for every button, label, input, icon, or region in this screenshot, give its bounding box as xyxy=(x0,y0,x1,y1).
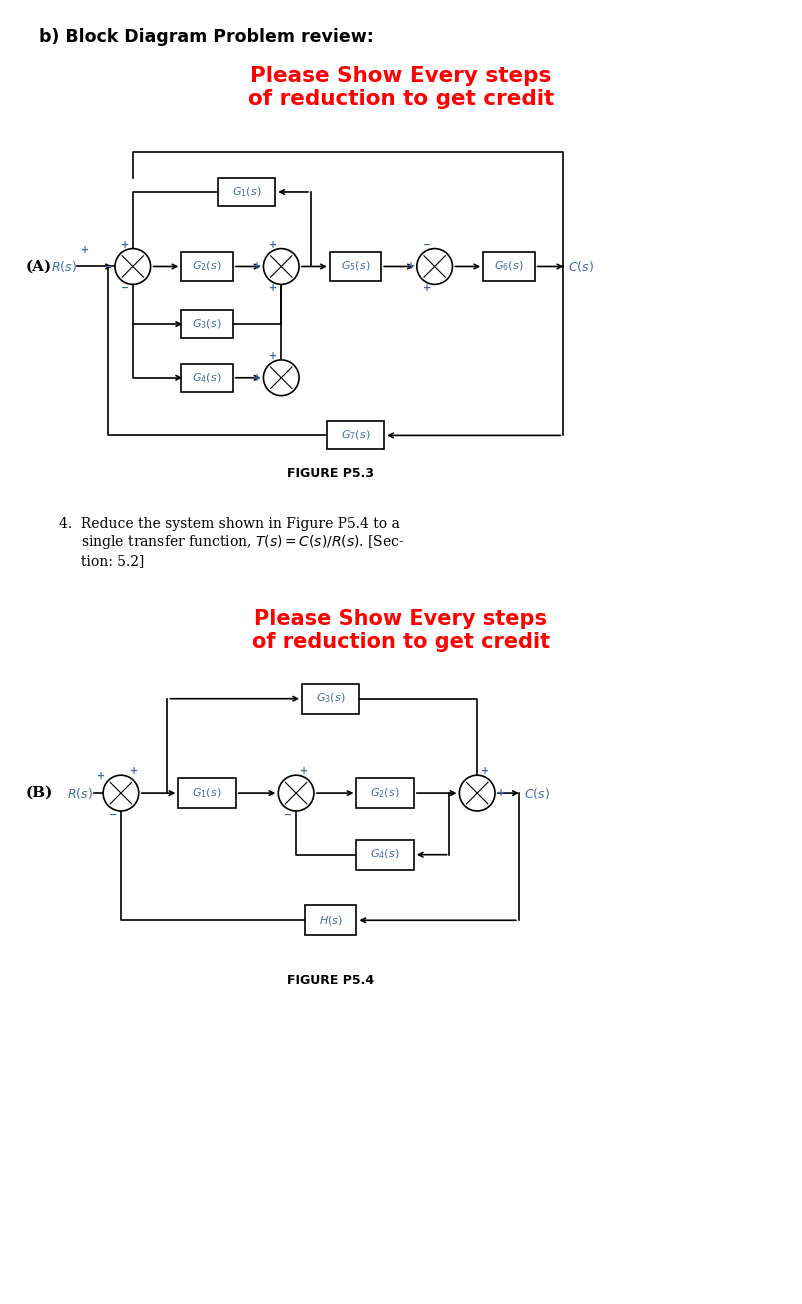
Text: +: + xyxy=(481,767,489,776)
Text: FIGURE P5.3: FIGURE P5.3 xyxy=(287,467,375,480)
FancyBboxPatch shape xyxy=(356,840,414,870)
Text: −: − xyxy=(109,810,117,820)
Text: $G_4(s)$: $G_4(s)$ xyxy=(371,848,400,862)
Text: $G_1(s)$: $G_1(s)$ xyxy=(192,786,222,799)
Text: $G_4(s)$: $G_4(s)$ xyxy=(192,370,222,385)
Text: $G_3(s)$: $G_3(s)$ xyxy=(192,317,222,331)
Text: +: + xyxy=(253,262,261,271)
Text: +: + xyxy=(300,767,308,776)
Circle shape xyxy=(103,775,139,811)
Text: Please Show Every steps
of reduction to get credit: Please Show Every steps of reduction to … xyxy=(248,65,554,110)
Text: $G_3(s)$: $G_3(s)$ xyxy=(316,692,346,705)
Text: +: + xyxy=(81,245,89,254)
FancyBboxPatch shape xyxy=(181,310,233,338)
Text: $H(s)$: $H(s)$ xyxy=(318,914,342,927)
Text: $G_6(s)$: $G_6(s)$ xyxy=(494,259,524,274)
Text: $G_7(s)$: $G_7(s)$ xyxy=(341,429,371,442)
FancyBboxPatch shape xyxy=(302,683,359,713)
FancyBboxPatch shape xyxy=(178,778,236,808)
Text: $G_1(s)$: $G_1(s)$ xyxy=(232,185,261,198)
Circle shape xyxy=(263,360,299,395)
Text: +: + xyxy=(269,283,277,293)
FancyBboxPatch shape xyxy=(181,364,233,391)
FancyBboxPatch shape xyxy=(218,179,275,206)
Text: −: − xyxy=(121,283,129,293)
Text: +: + xyxy=(497,788,505,798)
Text: $G_2(s)$: $G_2(s)$ xyxy=(192,259,222,274)
Text: −: − xyxy=(105,262,113,271)
Circle shape xyxy=(263,249,299,284)
Text: $R(s)$: $R(s)$ xyxy=(51,259,76,274)
Text: $G_5(s)$: $G_5(s)$ xyxy=(341,259,371,274)
Text: +: + xyxy=(130,767,138,776)
Text: b) Block Diagram Problem review:: b) Block Diagram Problem review: xyxy=(38,27,374,46)
FancyBboxPatch shape xyxy=(326,421,384,450)
Text: (B): (B) xyxy=(26,786,53,801)
Text: $C(s)$: $C(s)$ xyxy=(569,259,594,274)
Text: +: + xyxy=(269,351,277,361)
Circle shape xyxy=(417,249,452,284)
Text: $G_2(s)$: $G_2(s)$ xyxy=(371,786,400,799)
Circle shape xyxy=(115,249,151,284)
Text: $R(s)$: $R(s)$ xyxy=(67,785,93,801)
FancyBboxPatch shape xyxy=(181,252,233,282)
Text: +: + xyxy=(121,240,129,249)
Text: (A): (A) xyxy=(26,259,52,274)
Circle shape xyxy=(460,775,495,811)
Text: −: − xyxy=(284,810,292,820)
Text: +: + xyxy=(97,771,105,781)
Text: +: + xyxy=(253,373,261,383)
FancyBboxPatch shape xyxy=(305,905,356,935)
FancyBboxPatch shape xyxy=(483,252,535,282)
Text: 4.  Reduce the system shown in Figure P5.4 to a
     single transfer function, $: 4. Reduce the system shown in Figure P5.… xyxy=(59,516,404,567)
Text: Please Show Every steps
of reduction to get credit: Please Show Every steps of reduction to … xyxy=(252,609,550,652)
Text: FIGURE P5.4: FIGURE P5.4 xyxy=(287,974,375,987)
FancyBboxPatch shape xyxy=(356,778,414,808)
Text: +: + xyxy=(269,240,277,249)
Text: −: − xyxy=(423,240,431,249)
Circle shape xyxy=(278,775,314,811)
Text: $C(s)$: $C(s)$ xyxy=(524,785,549,801)
Text: +: + xyxy=(407,262,415,271)
FancyBboxPatch shape xyxy=(330,252,381,282)
Text: +: + xyxy=(423,283,431,293)
